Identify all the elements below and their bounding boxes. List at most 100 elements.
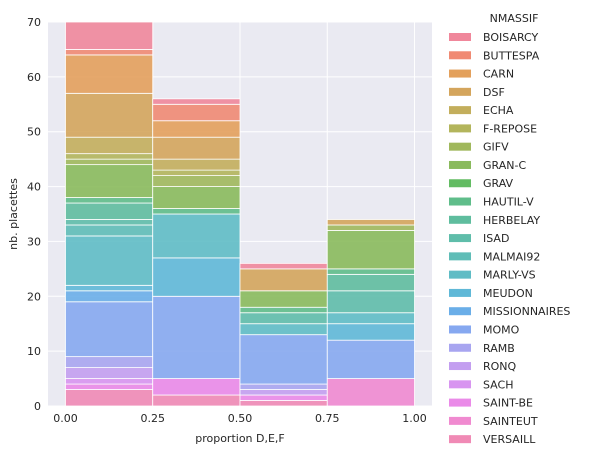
histogram-bar (65, 235, 154, 286)
histogram-bar (65, 164, 154, 198)
legend-label: RONQ (483, 360, 517, 373)
legend-label: BUTTESPA (483, 49, 540, 62)
legend-swatch (449, 270, 471, 279)
histogram-bar (152, 394, 241, 407)
histogram-bar (152, 186, 241, 209)
histogram-bar (65, 383, 154, 390)
legend-label: BOISARCY (483, 31, 539, 44)
histogram-bar (152, 136, 241, 160)
legend-label: ISAD (483, 232, 509, 245)
histogram-bar (65, 158, 154, 166)
legend-label: GRAV (483, 177, 514, 190)
histogram-bar (152, 103, 241, 122)
histogram-bar (326, 290, 415, 314)
y-tick-label: 0 (34, 400, 41, 413)
legend: NMASSIF BOISARCY BUTTESPA CARN DSF ECHA F-REP… (449, 12, 570, 446)
legend-swatch (449, 435, 471, 444)
y-tick-label: 40 (27, 181, 41, 194)
y-tick-label: 60 (27, 71, 41, 84)
histogram-bar (65, 284, 154, 292)
legend-label: GIFV (483, 141, 509, 154)
histogram-bar (152, 98, 241, 105)
x-tick-label: 0.75 (315, 412, 340, 425)
legend-swatch (449, 124, 471, 133)
legend-swatch (449, 416, 471, 425)
histogram-bar (65, 378, 154, 385)
legend-label: ECHA (483, 104, 514, 117)
x-tick-label: 0.25 (140, 412, 165, 425)
histogram-bar (65, 389, 154, 407)
histogram-bar (326, 268, 415, 275)
legend-label: SAINTEUT (483, 415, 538, 428)
legend-title: NMASSIF (490, 12, 539, 25)
histogram-bar (152, 213, 241, 259)
x-tick-label: 0.00 (53, 412, 78, 425)
histogram-bar (152, 169, 241, 177)
x-tick-label: 1.00 (402, 412, 427, 425)
histogram-bar (239, 323, 328, 336)
histogram-bar (326, 273, 415, 292)
histogram-bar (65, 21, 154, 50)
histogram-bar (65, 301, 154, 358)
legend-swatch (449, 69, 471, 78)
histogram-bar (152, 120, 241, 138)
legend-label: SACH (483, 378, 513, 391)
legend-swatch (449, 215, 471, 224)
legend-swatch (449, 142, 471, 151)
legend-swatch (449, 87, 471, 96)
x-ticks: 0.00 0.25 0.50 0.75 1.00 (53, 412, 427, 425)
legend-label: VERSAILL (483, 433, 536, 446)
histogram-bar (152, 295, 241, 379)
histogram-bar (326, 230, 415, 270)
legend-swatch (449, 362, 471, 371)
legend-swatch (449, 51, 471, 60)
y-tick-label: 50 (27, 126, 41, 139)
histogram-bar (239, 306, 328, 314)
histogram-bar (239, 383, 328, 390)
histogram-bar (152, 257, 241, 297)
legend-label: MISSIONNAIRES (483, 305, 570, 318)
legend-swatch (449, 160, 471, 169)
histogram-bar (65, 219, 154, 226)
legend-label: RAMB (483, 342, 515, 355)
histogram-bar (239, 400, 328, 407)
histogram-bar (65, 202, 154, 220)
legend-label: MALMAI92 (483, 250, 540, 263)
histogram-bar (65, 356, 154, 368)
histogram-bar (65, 49, 154, 56)
legend-label: CARN (483, 68, 514, 81)
legend-label: DSF (483, 86, 505, 99)
histogram-bar (239, 268, 328, 292)
x-axis-label: proportion D,E,F (195, 432, 285, 445)
y-tick-label: 10 (27, 345, 41, 358)
histogram-bar (65, 290, 154, 303)
legend-label: MARLY-VS (483, 269, 536, 282)
legend-swatch (449, 380, 471, 389)
histogram-bar (65, 367, 154, 379)
legend-label: SAINT-BE (483, 397, 533, 410)
legend-swatch (449, 252, 471, 261)
histogram-bar (65, 197, 154, 204)
legend-label: GRAN-C (483, 159, 526, 172)
histogram-bar (239, 389, 328, 396)
y-tick-label: 20 (27, 290, 41, 303)
histogram-bar (239, 312, 328, 325)
histogram-bar (326, 224, 415, 231)
legend-label: MOMO (483, 323, 520, 336)
histogram-bar (65, 224, 154, 237)
histogram-bar (326, 339, 415, 379)
legend-swatch (449, 234, 471, 243)
histogram-bar (65, 136, 154, 155)
histogram-bar (65, 54, 154, 94)
bars (65, 21, 415, 407)
histogram-bar (326, 378, 415, 407)
histogram-bar (326, 219, 415, 226)
legend-label: HERBELAY (483, 214, 540, 227)
legend-swatch (449, 197, 471, 206)
histogram-bar (65, 153, 154, 160)
histogram-bar (326, 323, 415, 341)
legend-swatch (449, 343, 471, 352)
y-ticks: 0 10 20 30 40 50 60 70 (27, 16, 41, 413)
histogram-bar (239, 262, 328, 270)
histogram-bar (239, 290, 328, 308)
